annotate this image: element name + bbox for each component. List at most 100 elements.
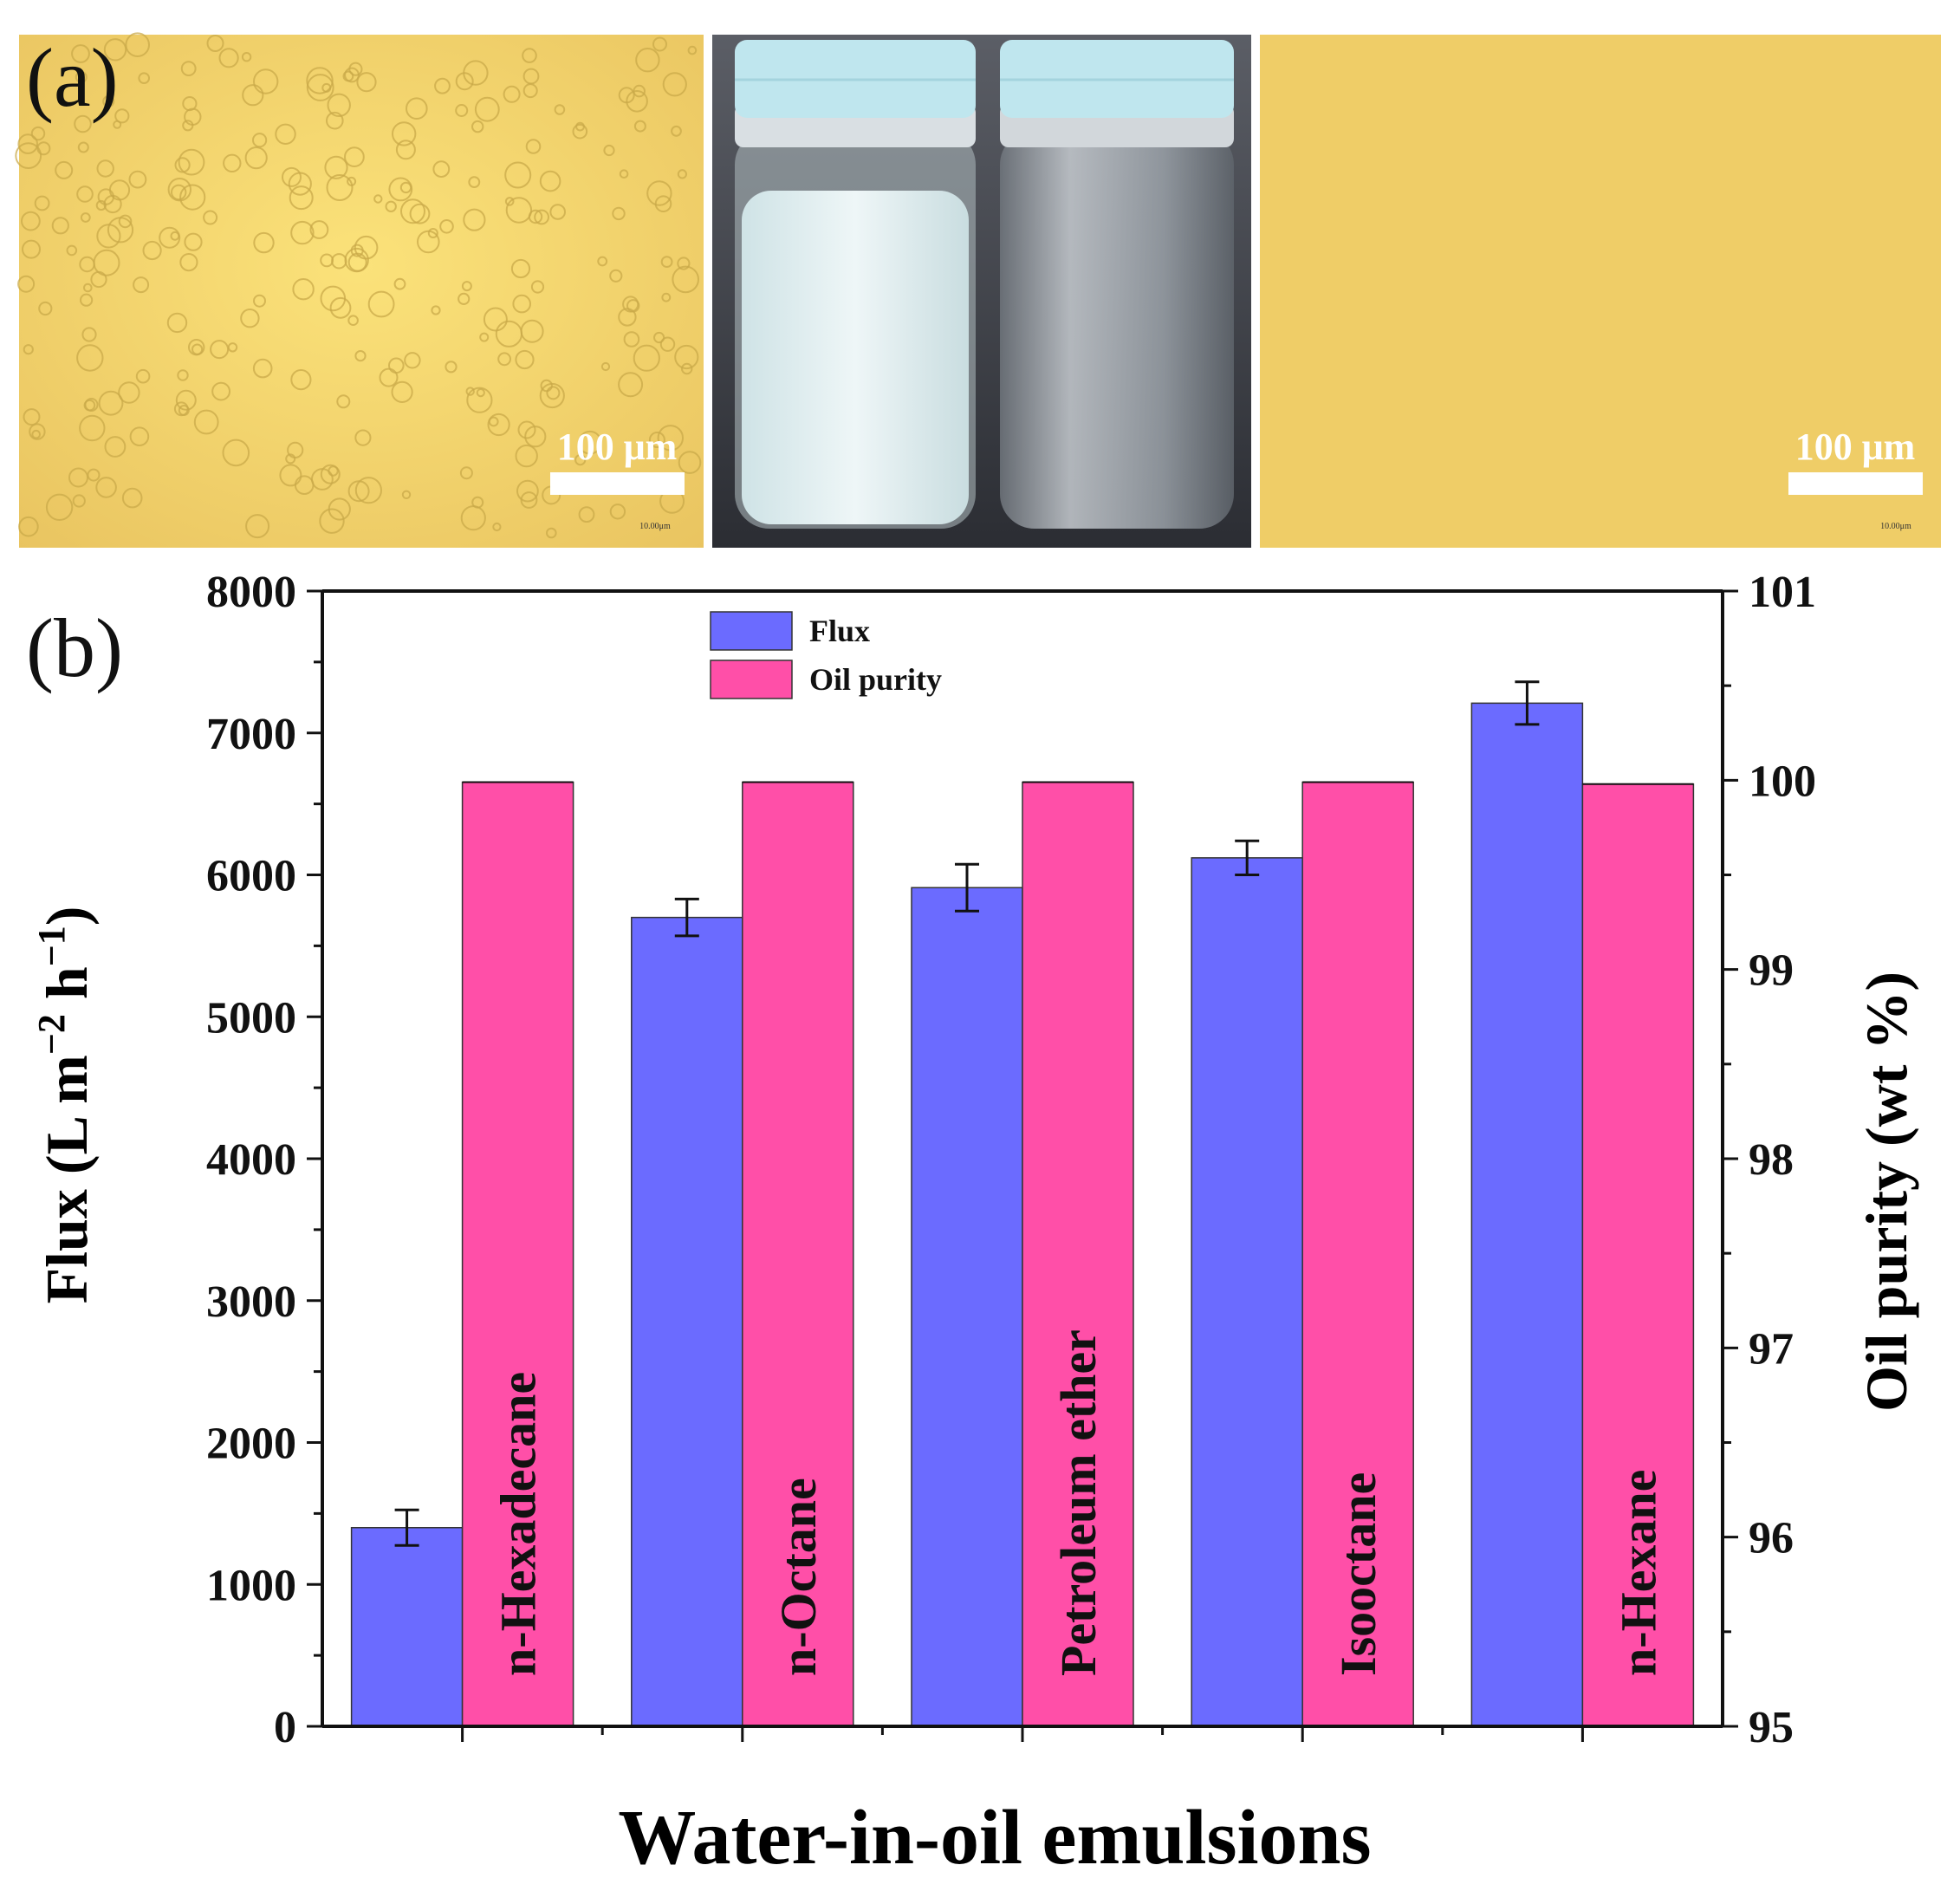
- flux-bar: [1191, 857, 1303, 1727]
- purity-bar: [1022, 781, 1134, 1727]
- droplet: [445, 361, 458, 374]
- droplet: [609, 504, 626, 520]
- droplet: [23, 408, 41, 426]
- y-left-tick-label: 2000: [206, 1420, 296, 1469]
- droplet: [434, 77, 451, 94]
- droplet: [253, 231, 275, 254]
- droplet: [177, 369, 189, 381]
- droplet: [609, 269, 623, 283]
- droplet: [142, 240, 162, 261]
- droplet: [471, 496, 484, 509]
- droplet: [31, 429, 42, 439]
- droplet: [626, 90, 648, 113]
- droplet: [504, 197, 515, 206]
- droplet: [129, 426, 150, 447]
- droplet: [210, 340, 230, 360]
- droplet: [77, 141, 89, 153]
- droplet: [66, 244, 78, 257]
- droplet: [677, 257, 691, 270]
- legend-label-flux: Flux: [809, 614, 870, 648]
- droplet: [659, 336, 676, 352]
- droplet: [184, 107, 202, 127]
- droplet: [516, 479, 539, 503]
- droplet: [367, 290, 395, 318]
- droplet: [240, 309, 260, 328]
- vial-photo: [712, 35, 1251, 548]
- droplet: [218, 48, 239, 68]
- droplet: [391, 380, 413, 403]
- droplet: [633, 344, 660, 372]
- droplet: [539, 382, 565, 409]
- droplet: [133, 276, 150, 294]
- droplet-field: [15, 32, 702, 539]
- purity-bar: [461, 781, 574, 1727]
- droplet: [400, 198, 425, 224]
- droplet: [241, 51, 252, 62]
- y-right-tick-label: 101: [1749, 568, 1816, 617]
- droplet: [319, 508, 345, 534]
- droplet: [672, 265, 700, 294]
- droplet: [646, 180, 672, 206]
- droplet: [395, 140, 416, 160]
- droplet: [635, 47, 660, 73]
- droplet: [253, 294, 266, 308]
- scale-bar-right: [1788, 472, 1923, 495]
- vial-emulsion: [735, 40, 976, 529]
- droplet: [167, 178, 192, 202]
- droplet: [347, 315, 359, 327]
- y-right-tick-label: 96: [1749, 1514, 1794, 1563]
- droplet: [103, 38, 127, 62]
- panel-b-label: (b): [26, 601, 123, 694]
- category-label: n-Hexane: [1610, 1470, 1666, 1676]
- droplet: [324, 155, 348, 179]
- legend-swatch-purity: [710, 660, 793, 699]
- scale-bar-right-label: 100 μm: [1795, 426, 1916, 468]
- scale-bar-left: [550, 472, 685, 495]
- droplet: [409, 203, 431, 224]
- droplet: [331, 253, 347, 270]
- droplet: [79, 256, 95, 273]
- droplet: [459, 466, 473, 480]
- droplet: [71, 44, 90, 63]
- droplet: [87, 468, 101, 482]
- droplet: [677, 169, 688, 179]
- droplet: [193, 409, 219, 435]
- droplet: [578, 506, 595, 523]
- droplet: [55, 160, 74, 179]
- droplet: [471, 120, 484, 133]
- droplet: [15, 142, 42, 170]
- droplet: [29, 423, 46, 440]
- droplet: [354, 477, 382, 504]
- legend-swatch-flux: [710, 611, 793, 651]
- droplet: [354, 235, 379, 260]
- droplet: [503, 85, 521, 103]
- droplet: [292, 278, 315, 301]
- droplet: [275, 123, 296, 146]
- droplet: [525, 139, 542, 154]
- droplet: [465, 387, 475, 396]
- droplet: [354, 350, 367, 362]
- y-left-tick-label: 1000: [206, 1561, 296, 1610]
- droplet: [463, 208, 486, 231]
- droplet: [347, 176, 357, 186]
- droplet: [510, 258, 531, 279]
- droplet: [30, 126, 46, 141]
- droplet: [671, 125, 682, 137]
- droplet: [660, 256, 673, 269]
- droplet: [572, 123, 588, 140]
- droplet: [534, 209, 549, 225]
- droplet: [466, 387, 493, 413]
- droplet: [178, 148, 205, 176]
- droplet: [476, 388, 485, 398]
- category-label: Petroleum ether: [1050, 1329, 1107, 1676]
- droplet: [653, 331, 665, 344]
- scale-bar-left-label: 100 μm: [557, 426, 678, 468]
- droplet: [245, 514, 270, 539]
- droplet: [159, 226, 181, 249]
- droplet: [75, 71, 88, 83]
- droplet: [179, 253, 198, 272]
- category-label: Isooctane: [1330, 1472, 1386, 1676]
- droplet: [279, 464, 302, 487]
- droplet: [179, 184, 206, 211]
